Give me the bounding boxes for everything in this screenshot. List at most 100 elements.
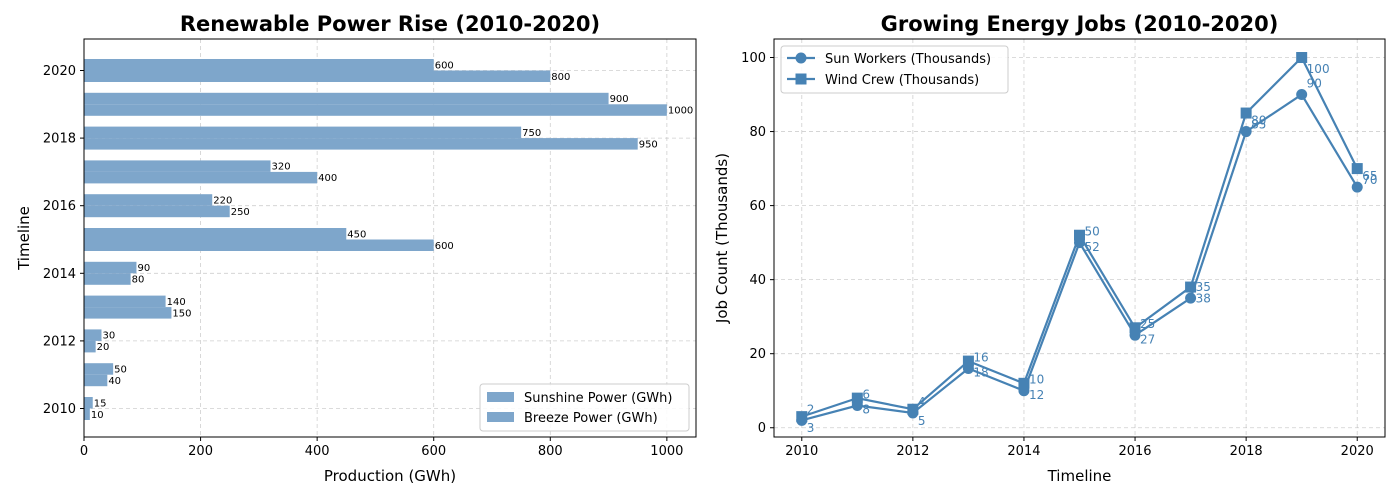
bar <box>84 92 609 105</box>
y-tick-label: 0 <box>758 421 766 436</box>
bar <box>84 239 434 251</box>
point-value-label: 90 <box>1307 77 1322 91</box>
legend-swatch <box>487 392 514 402</box>
bar-value-label: 450 <box>347 229 366 240</box>
bar <box>84 295 166 308</box>
point-value-label: 8 <box>862 403 870 417</box>
y-tick-label: 100 <box>741 51 766 66</box>
bar-value-label: 140 <box>167 297 186 308</box>
bar <box>84 160 271 172</box>
bar-value-label: 220 <box>213 195 232 206</box>
bar-value-label: 600 <box>435 60 454 71</box>
data-point <box>1351 181 1363 193</box>
legend: Sun Workers (Thousands) Wind Crew (Thousa… <box>780 45 1009 94</box>
data-point <box>1240 107 1252 119</box>
point-value-label: 5 <box>918 414 926 428</box>
y-tick-label: 40 <box>749 273 766 288</box>
point-value-label: 2 <box>807 402 815 416</box>
chart-title: Renewable Power Rise (2010-2020) <box>180 12 600 36</box>
data-point <box>907 403 919 415</box>
point-value-label: 100 <box>1307 62 1330 76</box>
x-tick-label: 600 <box>421 444 446 459</box>
bar-value-label: 1000 <box>668 106 693 117</box>
point-value-label: 80 <box>1251 114 1266 128</box>
x-tick-label: 2014 <box>1007 444 1040 459</box>
point-value-label: 16 <box>973 351 988 365</box>
bar-value-label: 950 <box>639 139 658 150</box>
x-tick-label: 2016 <box>1118 444 1151 459</box>
bar <box>84 205 230 218</box>
point-value-label: 27 <box>1140 332 1155 346</box>
bar-value-label: 750 <box>522 128 541 139</box>
bar <box>84 363 114 375</box>
point-value-label: 25 <box>1140 317 1155 331</box>
bar-value-label: 10 <box>91 410 104 421</box>
bar <box>84 59 434 71</box>
data-point <box>1074 229 1085 241</box>
plot-frame <box>773 38 1386 438</box>
x-tick-label: 0 <box>80 444 88 459</box>
x-axis-label: Timeline <box>1047 467 1112 485</box>
data-point <box>1018 377 1030 389</box>
point-value-label: 3 <box>807 421 815 435</box>
legend-label: Breeze Power (GWh) <box>524 411 658 426</box>
point-value-label: 4 <box>918 395 926 409</box>
bar <box>84 261 137 274</box>
data-point <box>796 411 808 423</box>
data-point <box>851 392 863 404</box>
bar <box>84 194 213 206</box>
x-tick-label: 400 <box>305 444 330 459</box>
bar <box>84 329 102 341</box>
point-value-label: 10 <box>1029 373 1044 387</box>
point-value-label: 50 <box>1085 225 1100 239</box>
data-point <box>1185 292 1197 304</box>
bar <box>84 273 131 285</box>
bar <box>84 104 667 116</box>
x-tick-label: 2012 <box>896 444 929 459</box>
legend: Sunshine Power (GWh) Breeze Power (GWh) <box>479 383 690 432</box>
point-value-label: 70 <box>1362 173 1377 187</box>
bar-chart-panel: 15 50 30 140 90 450 220 320 750 900 600 10 40 20 150 80… <box>15 12 697 485</box>
legend-box <box>780 45 1009 94</box>
line-chart-panel: 2641610502535809065385181252273885100702… <box>713 12 1386 485</box>
y-tick-label: 2016 <box>43 199 76 214</box>
x-tick-label: 2010 <box>785 444 818 459</box>
y-tick-label: 2018 <box>43 132 76 147</box>
bar-value-label: 150 <box>172 308 191 319</box>
point-value-label: 18 <box>973 366 988 380</box>
data-point <box>1240 126 1252 138</box>
bar <box>84 307 172 319</box>
bar <box>84 340 96 353</box>
bar-value-label: 80 <box>132 275 145 286</box>
bar <box>84 126 522 139</box>
data-point <box>1129 322 1141 334</box>
bar <box>84 408 90 420</box>
bar <box>84 228 347 240</box>
bar-value-label: 800 <box>551 72 570 83</box>
x-tick-label: 200 <box>188 444 213 459</box>
bar-value-label: 50 <box>114 364 127 375</box>
bar-value-label: 320 <box>272 162 291 173</box>
bar-value-label: 400 <box>318 173 337 184</box>
x-tick-label: 1000 <box>650 444 683 459</box>
y-axis-label: Timeline <box>15 206 33 271</box>
bar <box>84 171 318 184</box>
bar-value-label: 900 <box>610 94 629 105</box>
plot-frame <box>83 38 697 438</box>
point-value-label: 35 <box>1196 280 1211 294</box>
legend-swatch <box>487 412 514 422</box>
bar <box>84 374 108 387</box>
bar-value-label: 15 <box>94 398 107 409</box>
y-tick-label: 2012 <box>43 334 76 349</box>
x-tick-label: 2018 <box>1230 444 1263 459</box>
y-axis-label: Job Count (Thousands) <box>713 153 731 324</box>
legend-label: Wind Crew (Thousands) <box>825 73 979 88</box>
bar <box>84 397 93 409</box>
point-value-label: 85 <box>1251 118 1266 132</box>
y-tick-label: 2010 <box>43 402 76 417</box>
legend-marker <box>795 73 807 85</box>
x-tick-label: 800 <box>538 444 563 459</box>
data-point <box>1351 163 1363 175</box>
point-value-label: 65 <box>1362 169 1377 183</box>
chart-title: Growing Energy Jobs (2010-2020) <box>881 12 1279 36</box>
